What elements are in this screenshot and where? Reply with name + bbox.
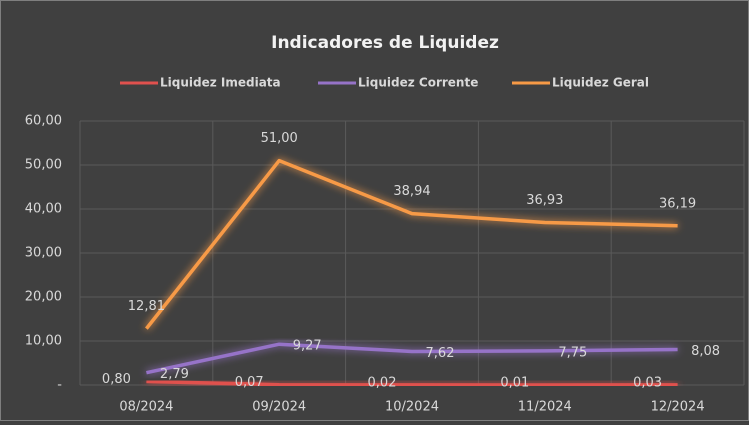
y-tick-label: 60,00 xyxy=(25,114,62,129)
y-tick-label: 40,00 xyxy=(25,202,62,217)
data-label: 2,79 xyxy=(160,367,189,382)
data-label: 36,19 xyxy=(659,196,696,211)
data-label: 0,02 xyxy=(368,375,397,390)
x-tick-label: 08/2024 xyxy=(119,400,173,415)
legend-label: Liquidez Imediata xyxy=(160,76,281,90)
data-label: 0,07 xyxy=(235,375,264,390)
y-tick-label: 10,00 xyxy=(25,334,62,349)
data-label: 0,01 xyxy=(500,375,529,390)
y-tick-label: 30,00 xyxy=(25,246,62,261)
data-label: 0,80 xyxy=(102,372,131,387)
x-tick-label: 12/2024 xyxy=(651,400,705,415)
x-tick-label: 11/2024 xyxy=(518,400,572,415)
data-label: 7,75 xyxy=(558,345,587,360)
series-line xyxy=(146,342,678,375)
y-tick-label: - xyxy=(57,378,62,393)
legend-label: Liquidez Geral xyxy=(552,76,649,90)
data-label: 38,94 xyxy=(393,184,430,199)
y-tick-label: 50,00 xyxy=(25,158,62,173)
chart-title: Indicadores de Liquidez xyxy=(271,33,499,53)
data-label: 12,81 xyxy=(128,299,165,314)
data-label: 36,93 xyxy=(526,193,563,208)
x-tick-label: 10/2024 xyxy=(385,400,439,415)
data-label: 7,62 xyxy=(426,346,455,361)
y-tick-label: 20,00 xyxy=(25,290,62,305)
x-tick-label: 09/2024 xyxy=(252,400,306,415)
data-label: 9,27 xyxy=(293,339,322,354)
data-label: 0,03 xyxy=(633,375,662,390)
data-label: 51,00 xyxy=(261,131,298,146)
legend-label: Liquidez Corrente xyxy=(358,76,478,90)
series-line xyxy=(146,379,678,387)
data-label: 8,08 xyxy=(691,344,720,359)
series-line xyxy=(145,158,678,330)
